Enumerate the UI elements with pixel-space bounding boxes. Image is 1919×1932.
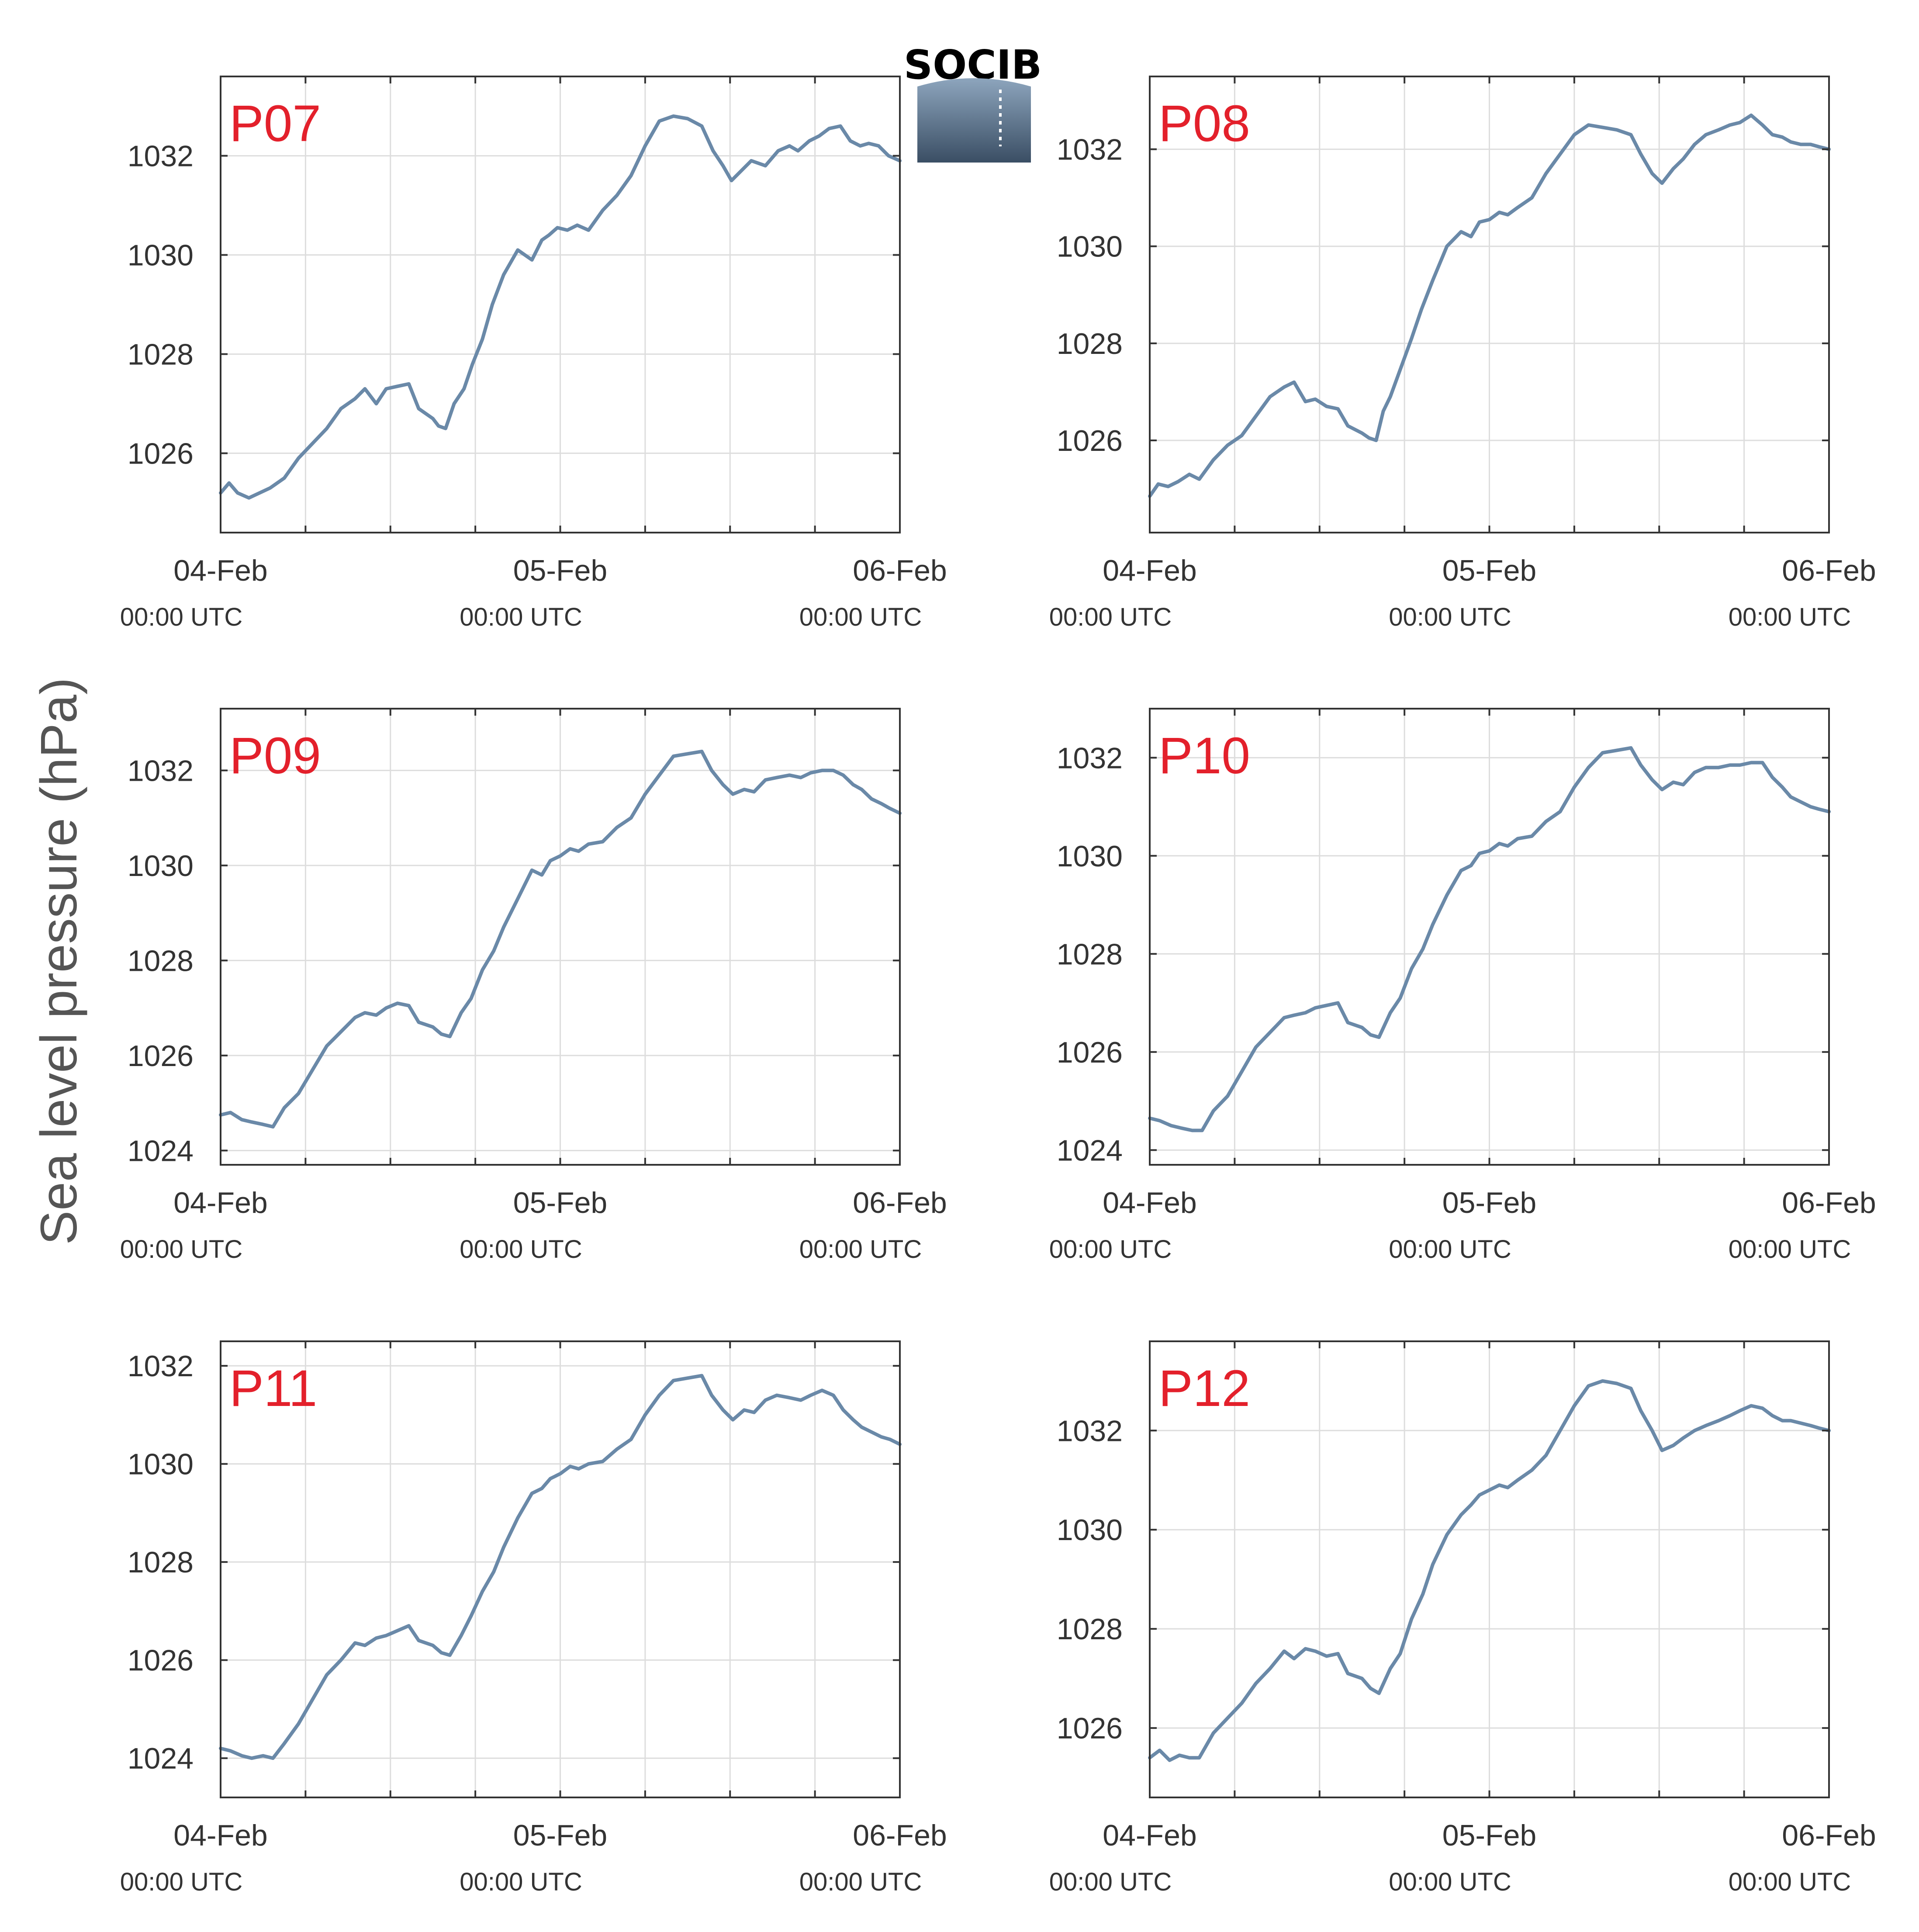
x-tick-label-time: 00:00 UTC [1389, 603, 1511, 631]
y-tick-label: 1028 [128, 1546, 194, 1579]
panel-title: P12 [1158, 1360, 1250, 1417]
series-line [219, 1374, 902, 1760]
x-tick-label-time: 00:00 UTC [1389, 1868, 1511, 1896]
y-tick-label: 1026 [128, 1039, 194, 1073]
x-tick-label-time: 00:00 UTC [1049, 1868, 1172, 1896]
y-tick-label: 1026 [1057, 1036, 1123, 1069]
x-tick-label-time: 00:00 UTC [1729, 1868, 1851, 1896]
x-tick-label-date: 06-Feb [853, 554, 947, 587]
x-tick-label-time: 00:00 UTC [460, 1868, 582, 1896]
y-tick-label: 1026 [128, 437, 194, 470]
x-tick-label-date: 06-Feb [1782, 1819, 1876, 1852]
series-line [219, 749, 902, 1129]
y-tick-label: 1030 [1057, 840, 1123, 873]
x-tick-label-time: 00:00 UTC [799, 1235, 922, 1264]
x-tick-label-date: 04-Feb [173, 554, 267, 587]
series-line [1148, 746, 1831, 1132]
x-tick-label-date: 06-Feb [853, 1186, 947, 1219]
x-tick-label-date: 05-Feb [513, 554, 607, 587]
x-tick-label-date: 04-Feb [1103, 554, 1196, 587]
x-tick-label-date: 06-Feb [853, 1819, 947, 1852]
y-tick-label: 1032 [1057, 133, 1123, 166]
x-tick-label-date: 05-Feb [513, 1819, 607, 1852]
panel-title: P10 [1158, 727, 1250, 785]
y-tick-label: 1024 [1057, 1134, 1123, 1167]
panel-title: P07 [229, 95, 321, 152]
y-tick-label: 1028 [128, 944, 194, 977]
y-tick-label: 1030 [128, 1448, 194, 1481]
panel-p10: 1024 1026 1028 1030 1032 04-Feb 00:00 UTC 05-Fe… [1049, 708, 1876, 1264]
x-tick-label-time: 00:00 UTC [460, 1235, 582, 1264]
x-tick-label-time: 00:00 UTC [120, 1868, 242, 1896]
y-tick-label: 1032 [1057, 1414, 1123, 1447]
panel-p09: 1024 1026 1028 1030 1032 04-Feb 00:00 UTC 05-Fe… [120, 708, 947, 1264]
panel-p11: 1024 1026 1028 1030 1032 04-Feb 00:00 UTC 05-Fe… [120, 1340, 947, 1896]
y-tick-label: 1024 [128, 1134, 194, 1167]
x-tick-label-time: 00:00 UTC [1729, 1235, 1851, 1264]
x-tick-label-date: 04-Feb [1103, 1186, 1196, 1219]
y-tick-label: 1026 [1057, 1712, 1123, 1745]
panel-p12: 1026 1028 1030 1032 04-Feb 00:00 UTC 05-Feb 00:… [1049, 1340, 1876, 1896]
x-tick-label-date: 04-Feb [1103, 1819, 1196, 1852]
series-line [1148, 1379, 1831, 1762]
y-tick-label: 1030 [1057, 230, 1123, 263]
y-tick-label: 1028 [1057, 327, 1123, 360]
panel-title: P11 [229, 1360, 317, 1417]
x-tick-label-date: 04-Feb [173, 1819, 267, 1852]
panel-title: P08 [1158, 95, 1250, 152]
x-tick-label-date: 06-Feb [1782, 554, 1876, 587]
x-tick-label-date: 04-Feb [173, 1186, 267, 1219]
y-tick-label: 1032 [128, 1350, 194, 1383]
x-tick-label-date: 05-Feb [1442, 1819, 1536, 1852]
x-tick-label-time: 00:00 UTC [1049, 603, 1172, 631]
x-tick-label-time: 00:00 UTC [799, 1868, 922, 1896]
panel-p07: 1026 1028 1030 1032 04-Feb 00:00 UTC 05-Feb 00:… [120, 76, 947, 631]
logo-wave-icon [917, 78, 1031, 163]
y-tick-label: 1032 [128, 754, 194, 787]
y-tick-label: 1032 [128, 140, 194, 173]
x-tick-label-time: 00:00 UTC [120, 1235, 242, 1264]
panel-title: P09 [229, 727, 321, 785]
y-tick-label: 1026 [1057, 424, 1123, 457]
series-line [219, 114, 902, 500]
y-tick-label: 1028 [1057, 938, 1123, 971]
x-tick-label-date: 05-Feb [513, 1186, 607, 1219]
y-tick-label: 1032 [1057, 741, 1123, 775]
socib-logo: SOCIB [904, 42, 1042, 163]
x-tick-label-date: 05-Feb [1442, 554, 1536, 587]
panels: 1026 1028 1030 1032 04-Feb 00:00 UTC 05-Feb 00:… [120, 76, 1876, 1896]
y-axis-label: Sea level pressure (hPa) [30, 678, 88, 1245]
x-tick-label-time: 00:00 UTC [120, 603, 242, 631]
y-tick-label: 1030 [128, 239, 194, 272]
panel-p08: 1026 1028 1030 1032 04-Feb 00:00 UTC 05-Feb 00:… [1049, 76, 1876, 631]
x-tick-label-date: 06-Feb [1782, 1186, 1876, 1219]
y-tick-label: 1026 [128, 1644, 194, 1677]
y-tick-label: 1024 [128, 1742, 194, 1775]
y-tick-label: 1028 [1057, 1613, 1123, 1646]
x-tick-label-time: 00:00 UTC [799, 603, 922, 631]
y-tick-label: 1028 [128, 338, 194, 371]
y-tick-label: 1030 [1057, 1513, 1123, 1547]
x-tick-label-time: 00:00 UTC [1049, 1235, 1172, 1264]
x-tick-label-time: 00:00 UTC [460, 603, 582, 631]
x-tick-label-time: 00:00 UTC [1729, 603, 1851, 631]
y-tick-label: 1030 [128, 849, 194, 883]
series-line [1148, 113, 1831, 498]
x-tick-label-time: 00:00 UTC [1389, 1235, 1511, 1264]
x-tick-label-date: 05-Feb [1442, 1186, 1536, 1219]
